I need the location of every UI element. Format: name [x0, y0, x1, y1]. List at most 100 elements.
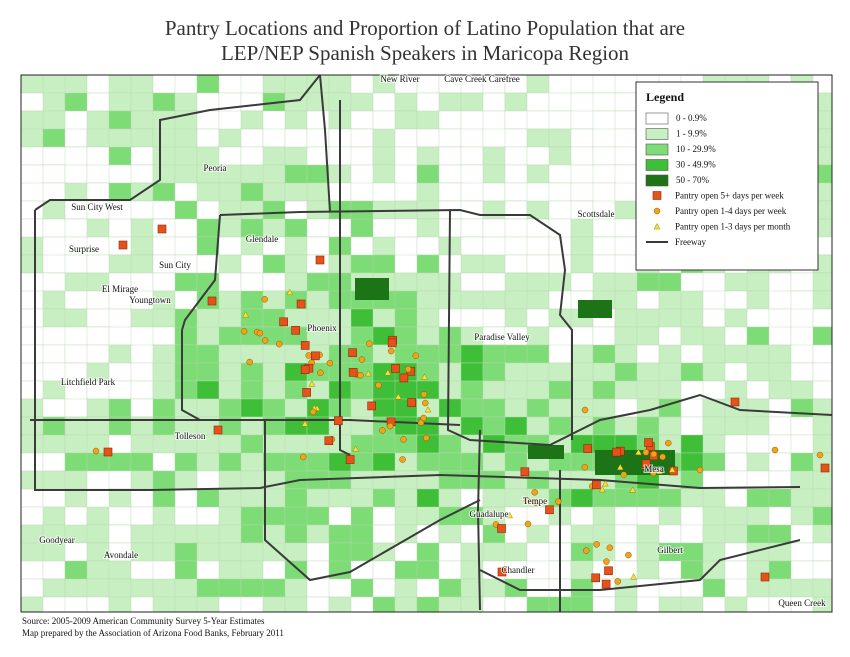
tract: [21, 254, 44, 274]
place-label: Mesa: [644, 464, 664, 474]
tract: [152, 434, 176, 454]
place-label: Sun City: [159, 260, 191, 270]
tract: [790, 524, 814, 544]
legend-label: Pantry open 1-4 days per week: [675, 206, 787, 216]
tract: [130, 146, 154, 166]
tract: [86, 596, 110, 612]
place-label: Surprise: [69, 244, 99, 254]
pantry-marker-5plus: [820, 463, 830, 473]
pantry-marker-monthly: [364, 369, 372, 377]
pantry-marker-1to4: [816, 451, 824, 459]
pantry-marker-1to4: [309, 408, 317, 416]
pantry-marker-1to4: [659, 453, 666, 461]
tract: [196, 128, 220, 148]
tract: [218, 578, 242, 598]
pantry-marker-5plus: [545, 505, 554, 515]
freeway: [181, 214, 221, 331]
tract: [350, 146, 374, 166]
tract: [174, 542, 198, 562]
freeway: [319, 75, 331, 213]
tract: [262, 182, 286, 202]
pantry-marker-1to4: [614, 578, 621, 585]
tract: [460, 92, 484, 112]
tract: [526, 272, 550, 292]
pantry-marker-monthly: [635, 448, 642, 456]
tract: [21, 290, 44, 310]
tract: [130, 164, 154, 184]
pantry-marker-monthly: [630, 573, 638, 580]
legend-label: Freeway: [675, 237, 706, 247]
tract: [196, 110, 220, 130]
pantry-marker-1to4: [593, 541, 600, 548]
tract: [306, 524, 330, 544]
tract: [372, 578, 396, 598]
tract: [86, 398, 110, 418]
pantry-marker-5plus: [387, 338, 397, 348]
tract: [460, 128, 484, 148]
place-label: Tempe: [523, 496, 547, 506]
pantry-marker-1to4: [523, 496, 531, 504]
tract: [636, 344, 660, 364]
legend-label: 10 - 29.9%: [676, 144, 716, 154]
tract: [42, 182, 66, 202]
freeway: [219, 208, 573, 440]
tract: [746, 470, 770, 490]
tract: [152, 398, 176, 418]
tract: [42, 200, 66, 220]
tract: [152, 308, 176, 328]
legend-label: Pantry open 5+ days per week: [675, 191, 784, 201]
tract: [42, 128, 66, 148]
pantry-marker-monthly: [655, 467, 663, 475]
tract: [570, 578, 594, 598]
freeway: [34, 75, 321, 211]
tract: [680, 560, 704, 580]
tract: [416, 344, 440, 364]
tract: [438, 560, 462, 580]
tract: [240, 92, 264, 112]
tract: [812, 416, 832, 436]
tract: [108, 560, 132, 580]
tract: [812, 272, 832, 292]
tract: [614, 146, 638, 166]
tract: [306, 110, 330, 130]
pantry-marker-5plus: [641, 459, 651, 469]
tract: [416, 560, 440, 580]
legend-label: 0 - 0.9%: [676, 113, 707, 123]
tract: [768, 488, 792, 508]
pantry-marker-5plus: [118, 240, 128, 250]
pantry-marker-1to4: [404, 365, 412, 373]
tract: [21, 146, 44, 166]
tract: [504, 254, 528, 274]
pantry-marker-1to4: [400, 436, 407, 443]
pantry-marker-5plus: [207, 296, 217, 306]
tract: [438, 182, 462, 202]
pantry-marker-1to4: [620, 471, 628, 478]
place-label: Chandler: [502, 565, 535, 575]
tract: [21, 488, 44, 508]
tract: [21, 362, 44, 382]
tract: [460, 254, 484, 274]
tract: [130, 236, 154, 256]
source-note: Map prepared by the Association of Arizo…: [22, 628, 284, 638]
tract: [746, 272, 770, 292]
tract: [240, 200, 264, 220]
pantry-marker-1to4: [379, 427, 386, 434]
pantry-marker-1to4: [650, 450, 658, 458]
pantry-marker-1to4: [305, 352, 312, 359]
tract: [482, 434, 506, 454]
legend-symbol: [653, 222, 661, 230]
pantry-marker-monthly: [424, 406, 432, 413]
tract: [306, 506, 330, 526]
pantry-marker-1to4: [261, 337, 269, 344]
tract: [614, 326, 638, 346]
pantry-marker-5plus: [592, 480, 601, 490]
pantry-marker-5plus: [279, 317, 288, 327]
tract: [416, 75, 440, 94]
tract: [812, 308, 832, 328]
pantry-marker-5plus: [345, 455, 355, 464]
tract: [218, 308, 242, 328]
tract: [680, 596, 704, 612]
freeway: [34, 210, 801, 491]
tract: [86, 506, 110, 526]
pantry-marker-1to4: [317, 369, 324, 376]
